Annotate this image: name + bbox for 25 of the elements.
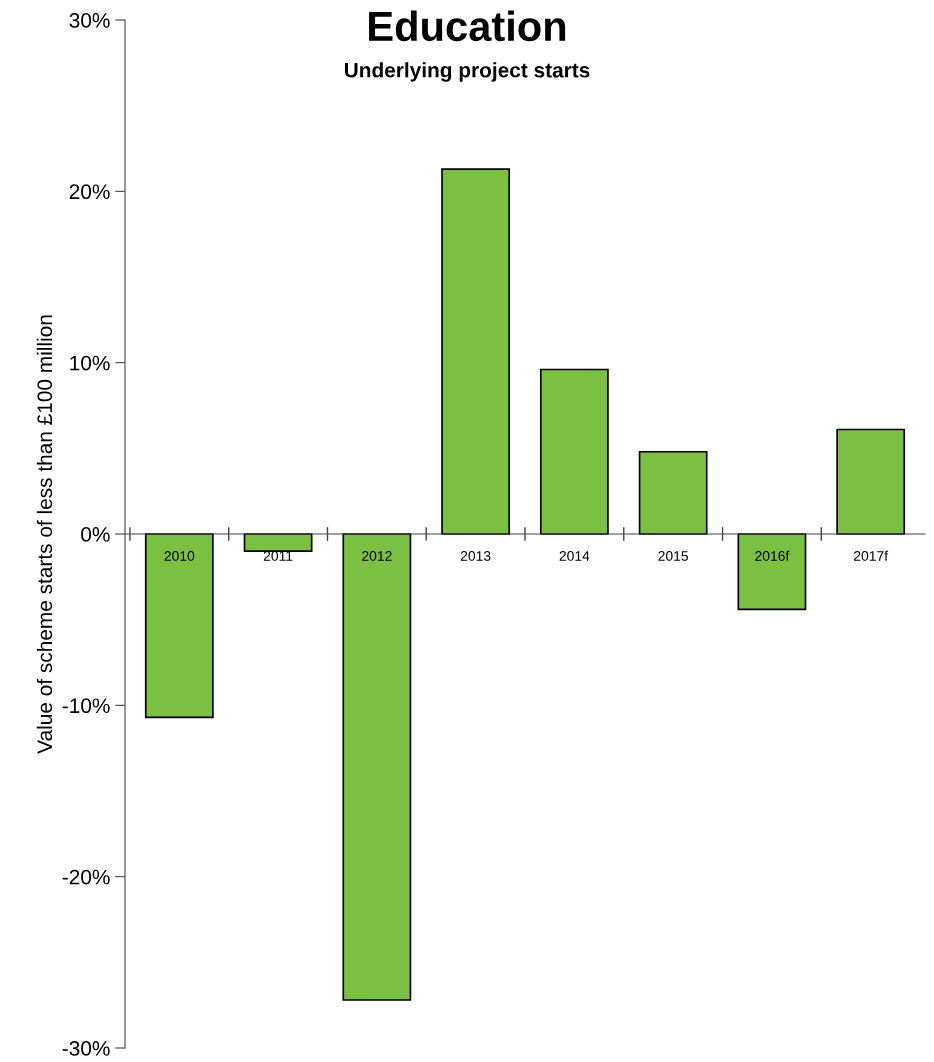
bar (539, 368, 609, 535)
y-tick-label: 10% (70, 355, 110, 371)
y-axis-title: Value of scheme starts of less than £100 million (36, 315, 53, 754)
bar (342, 533, 412, 1001)
x-tick-label: 2015 (658, 551, 689, 561)
bar (638, 450, 708, 535)
x-tick-label: 2010 (164, 551, 195, 561)
y-tick-label: -20% (62, 869, 110, 885)
bar (441, 168, 511, 535)
x-tick-label: 2014 (559, 551, 590, 561)
bar (144, 533, 214, 719)
y-tick-label: -30% (62, 1041, 110, 1056)
x-tick-label: 2013 (460, 551, 491, 561)
chart-title: Education (369, 10, 566, 42)
x-tick-label: 2016f (755, 550, 790, 561)
y-tick-label: -10% (62, 698, 110, 714)
x-tick-label: 2012 (362, 551, 392, 561)
y-tick-label: 0% (81, 527, 110, 542)
x-tick-label: 2017f (854, 550, 889, 561)
bar (243, 533, 313, 552)
text: Underlying project starts (344, 62, 590, 82)
y-tick-label: 20% (69, 184, 110, 200)
bar (836, 428, 906, 535)
y-tick-label: 30% (69, 13, 110, 28)
bar (737, 533, 807, 611)
